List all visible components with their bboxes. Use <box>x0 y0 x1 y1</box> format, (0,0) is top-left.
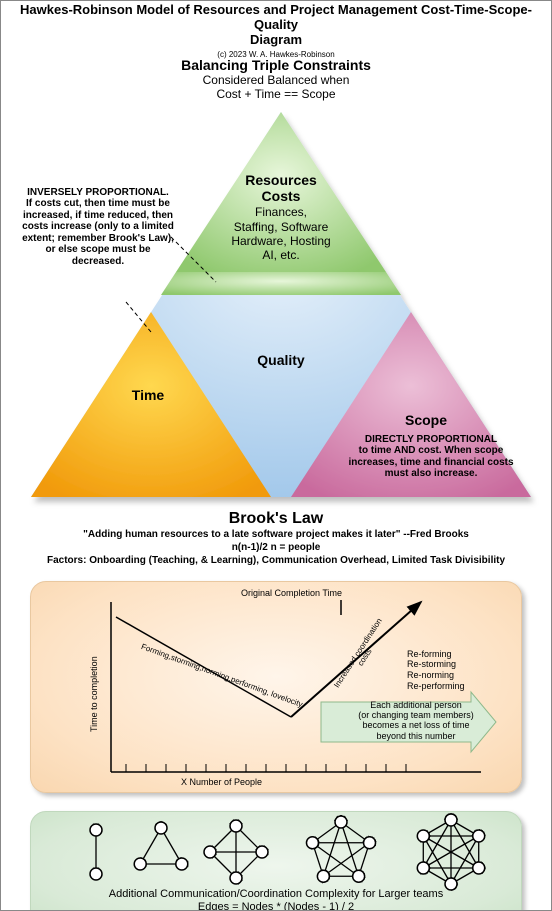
resources-line2: Staffing, Software <box>234 220 329 234</box>
resources-label: Resources Costs Finances, Staffing, Soft… <box>206 172 356 263</box>
triangle-diagram: Resources Costs Finances, Staffing, Soft… <box>6 102 546 502</box>
comm-caption: Additional Communication/Coordination Co… <box>66 888 486 911</box>
resources-line1: Finances, <box>255 205 307 219</box>
brooks-factors: Factors: Onboarding (Teaching, & Learnin… <box>1 554 551 567</box>
title-line2: Diagram <box>250 32 302 47</box>
main-title: Hawkes-Robinson Model of Resources and P… <box>1 3 551 48</box>
callout-text: Each additional person (or changing team… <box>331 700 501 741</box>
inverse-note-body: If costs cut, then time must be increase… <box>22 198 174 267</box>
inverse-note-title: INVERSELY PROPORTIONAL. <box>27 187 169 198</box>
title-line1: Hawkes-Robinson Model of Resources and P… <box>20 2 532 32</box>
orig-time-label: Original Completion Time <box>241 588 342 598</box>
x-ticks <box>126 764 406 772</box>
brooks-title: Brook's Law <box>1 510 551 528</box>
resources-title1: Resources <box>245 172 317 188</box>
resources-title2: Costs <box>262 188 301 204</box>
brooks-quote: "Adding human resources to a late softwa… <box>1 528 551 541</box>
subtitle: Balancing Triple Constraints <box>1 57 551 73</box>
communication-panel: Additional Communication/Coordination Co… <box>30 811 522 911</box>
resources-line3: Hardware, Hosting <box>231 234 330 248</box>
subtext-1: Considered Balanced when <box>1 73 551 87</box>
resources-line4: AI, etc. <box>262 248 299 262</box>
x-axis-label: X Number of People <box>181 777 262 787</box>
time-label: Time <box>98 387 198 404</box>
page: Hawkes-Robinson Model of Resources and P… <box>0 0 552 911</box>
quality-label: Quality <box>231 352 331 369</box>
reform-labels: Re-forming Re-storming Re-norming Re-per… <box>407 649 465 692</box>
scope-label: Scope <box>376 412 476 429</box>
subtext-2: Cost + Time == Scope <box>1 87 551 101</box>
brooks-formula: n(n-1)/2 n = people <box>1 541 551 554</box>
resources-trapezoid <box>161 272 401 295</box>
inverse-note: INVERSELY PROPORTIONAL. If costs cut, th… <box>18 187 178 268</box>
y-axis-label: Time to completion <box>89 656 99 732</box>
direct-note-title: DIRECTLY PROPORTIONAL <box>365 434 497 445</box>
direct-note-body: to time AND cost. When scope increases, … <box>348 445 513 479</box>
brooks-chart-panel: Original Completion Time Time to complet… <box>30 581 522 793</box>
direct-note: DIRECTLY PROPORTIONAL to time AND cost. … <box>346 434 516 480</box>
